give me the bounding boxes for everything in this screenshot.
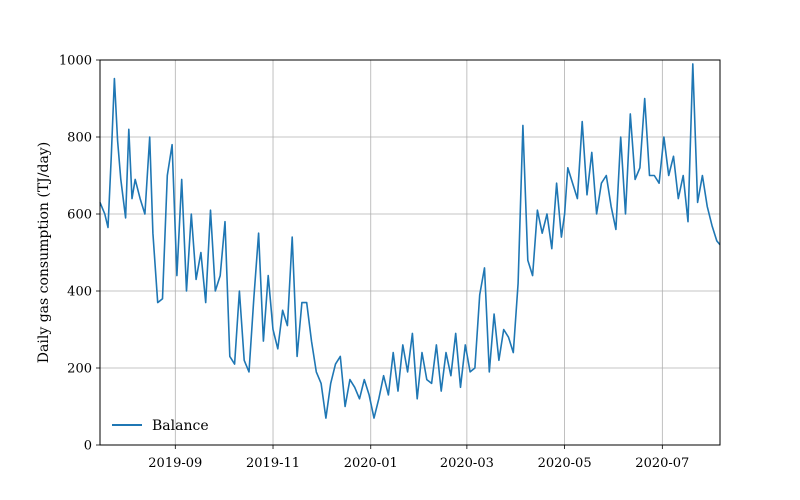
legend: Balance <box>112 418 209 434</box>
series-layer <box>99 63 721 419</box>
y-tick-label: 400 <box>67 285 92 300</box>
x-tick-label: 2020-01 <box>344 456 398 471</box>
y-tick-label: 1000 <box>59 54 92 69</box>
series-line-balance <box>99 63 721 419</box>
x-tick-label: 2020-07 <box>635 456 689 471</box>
x-tick-label: 2019-11 <box>246 456 300 471</box>
x-tick-label: 2020-03 <box>440 456 494 471</box>
x-tick-label: 2019-09 <box>148 456 202 471</box>
y-axis-label: Daily gas consumption (TJ/day) <box>36 142 52 363</box>
y-tick-label: 0 <box>84 439 92 454</box>
y-tick-label: 600 <box>67 208 92 223</box>
grid <box>100 59 720 446</box>
y-tick-label: 200 <box>67 362 92 377</box>
y-axis: 0 200 400 600 800 1000 <box>59 54 100 454</box>
y-tick-label: 800 <box>67 131 92 146</box>
legend-label-balance: Balance <box>152 418 209 434</box>
x-axis: 2019-09 2019-11 2020-01 2020-03 2020-05 2020-… <box>148 445 689 471</box>
x-tick-label: 2020-05 <box>538 456 592 471</box>
plot-frame <box>99 59 721 446</box>
